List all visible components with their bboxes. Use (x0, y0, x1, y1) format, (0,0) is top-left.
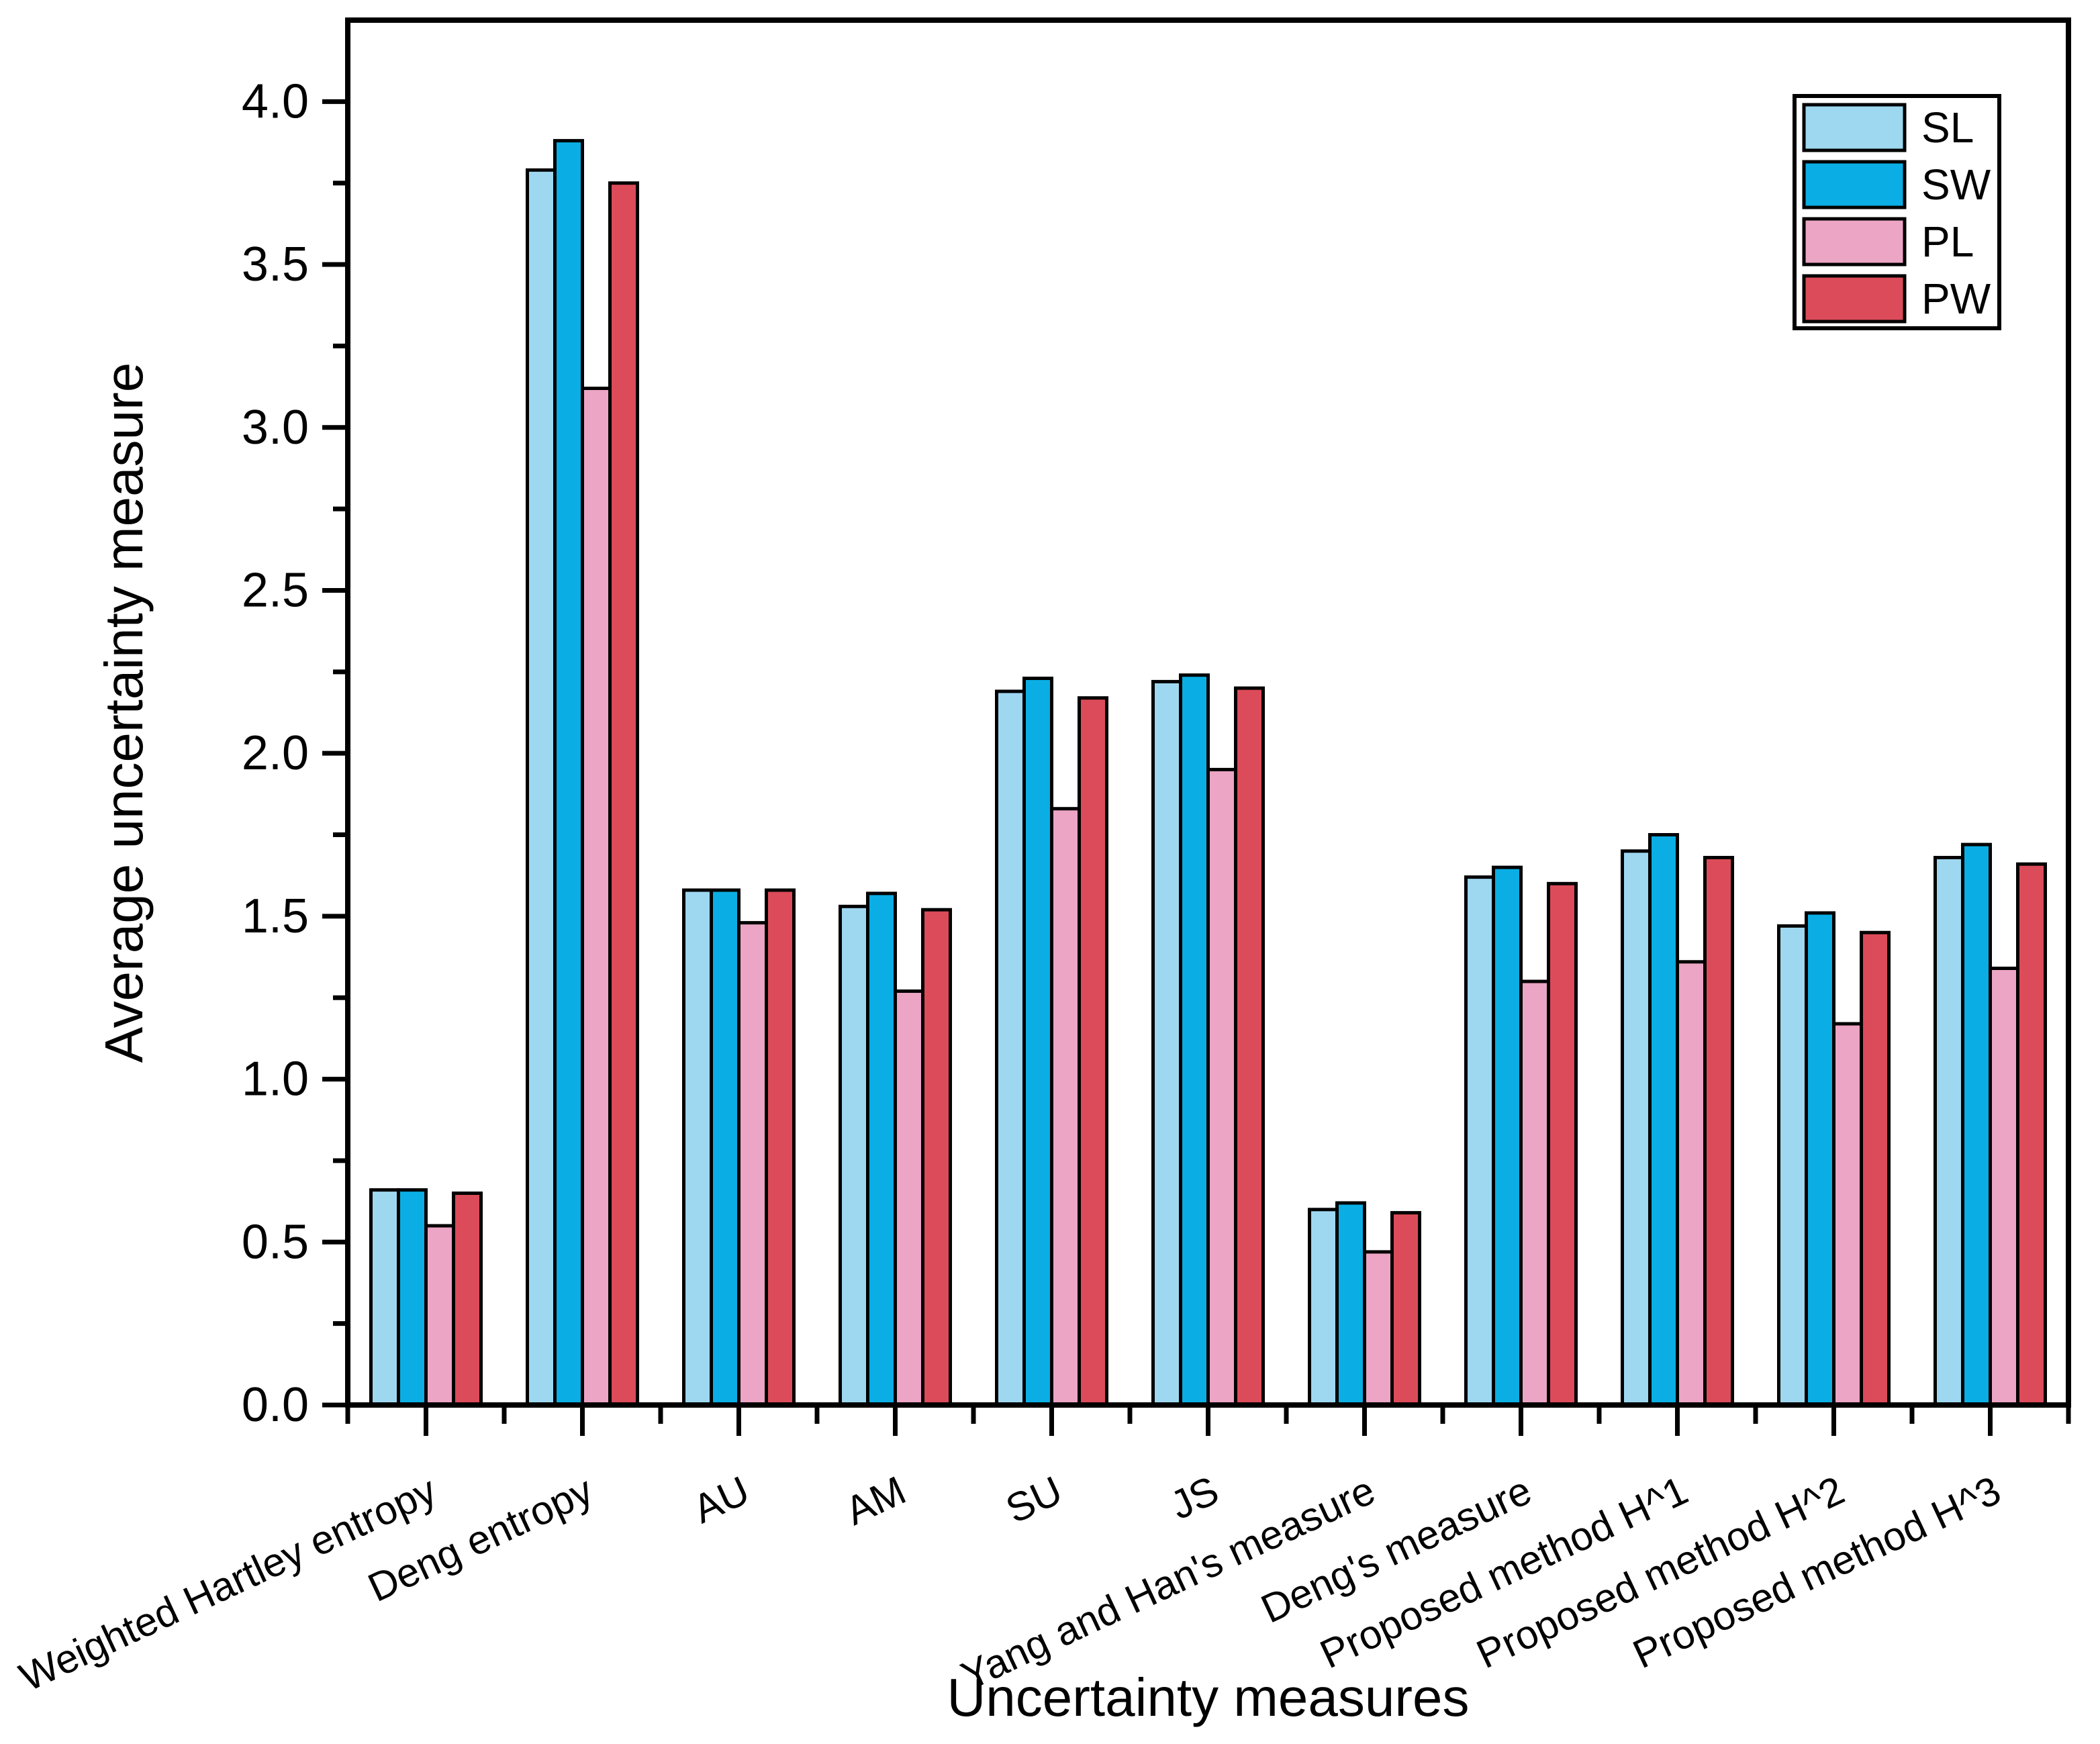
bar (866, 891, 897, 1407)
legend: SL SW PL PW (1793, 94, 2001, 330)
bar (1519, 979, 1550, 1407)
y-tick-label: 1.5 (242, 889, 309, 943)
bar (1335, 1201, 1366, 1407)
y-tick-label: 2.0 (242, 726, 309, 780)
y-tick-label: 4.0 (242, 75, 309, 128)
bar (1832, 1022, 1863, 1407)
bar (1078, 696, 1108, 1407)
bar (369, 1188, 400, 1407)
x-category-label: JS (1163, 1467, 1225, 1528)
bar (1961, 842, 1992, 1407)
legend-label: PW (1921, 275, 1991, 323)
bar (682, 888, 713, 1407)
bar (424, 1224, 455, 1407)
bar (1805, 911, 1835, 1407)
bar (553, 139, 584, 1407)
bar (1234, 686, 1265, 1407)
y-tick-label: 0.0 (242, 1378, 309, 1432)
legend-swatch (1802, 160, 1907, 209)
bar (1676, 960, 1707, 1407)
y-tick-label: 0.5 (242, 1215, 309, 1269)
y-tick-label: 3.0 (242, 401, 309, 454)
bar (1860, 930, 1891, 1407)
x-category-label: AU (686, 1467, 756, 1532)
ticks-layer (322, 99, 2071, 1436)
x-category-label: AM (839, 1467, 912, 1534)
y-tick-label: 2.5 (242, 563, 309, 617)
bar (608, 181, 639, 1407)
bar (1648, 833, 1679, 1407)
bar (1464, 875, 1495, 1407)
bar (737, 921, 768, 1407)
bar (1621, 849, 1652, 1407)
bar (1022, 677, 1053, 1407)
bar (2016, 862, 2047, 1407)
bars-layer (369, 139, 2047, 1407)
x-axis-title: Uncertainty measures (947, 1667, 1469, 1727)
bar (526, 168, 557, 1407)
bar (581, 387, 612, 1407)
x-category-label: SU (999, 1467, 1069, 1532)
bar (1492, 865, 1523, 1407)
bar (1179, 673, 1210, 1407)
bar (1151, 679, 1182, 1407)
y-tick-label: 1.0 (242, 1053, 309, 1106)
legend-label: PL (1921, 217, 1974, 266)
bar (1934, 856, 1964, 1407)
bar (921, 908, 952, 1407)
legend-label: SL (1921, 103, 1974, 152)
bar (839, 904, 869, 1407)
bar (397, 1188, 428, 1407)
bar (1989, 967, 2019, 1407)
bar (1547, 881, 1578, 1407)
bar (1308, 1208, 1339, 1407)
bar (710, 888, 741, 1407)
y-axis-title: Average uncertainty measure (94, 362, 154, 1063)
legend-label: SW (1921, 160, 1991, 209)
bar (1390, 1211, 1421, 1407)
y-tick-label: 3.5 (242, 238, 309, 291)
legend-swatch (1802, 274, 1907, 324)
bar (1777, 924, 1808, 1407)
legend-swatch (1802, 103, 1907, 152)
bar (1703, 856, 1734, 1407)
bar (1363, 1250, 1394, 1407)
bar (1050, 807, 1081, 1407)
bar (1206, 767, 1237, 1407)
bar (765, 888, 796, 1407)
bar (452, 1192, 483, 1407)
legend-swatch (1802, 217, 1907, 267)
bar (894, 989, 924, 1407)
bar (995, 689, 1026, 1407)
